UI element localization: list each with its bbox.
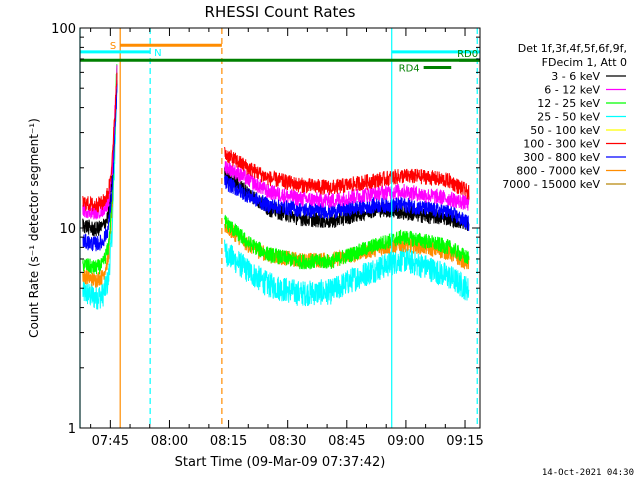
legend-label-4: 50 - 100 keV: [530, 124, 600, 137]
x-tick-label-4: 08:45: [328, 434, 365, 449]
x-tick-label-2: 08:15: [210, 434, 247, 449]
legend-label-7: 800 - 7000 keV: [516, 165, 600, 178]
series-5: [82, 72, 470, 213]
interval-bars-layer: S N RD0 RD4: [80, 41, 480, 74]
y-tick-label-2: 100: [51, 22, 76, 37]
series-1-line-1: [224, 161, 470, 211]
series-6-line-0: [82, 84, 118, 252]
series-2-line-1: [224, 214, 470, 270]
legend: Det 1f,3f,4f,5f,6f,9f,FDecim 1, Att 03 -…: [502, 42, 627, 191]
series-3-line-0: [82, 71, 118, 310]
x-tick-label-3: 08:30: [269, 434, 306, 449]
legend-header-0: Det 1f,3f,4f,5f,6f,9f,: [518, 42, 627, 55]
interval-bar-label-4: RD0: [457, 49, 478, 60]
x-tick-label-0: 07:45: [92, 434, 129, 449]
y-axis-title: Count Rate (s⁻¹ detector segment⁻¹): [27, 118, 41, 338]
interval-bar-label-0: S: [110, 41, 116, 52]
interval-bar-label-5: RD4: [399, 63, 420, 74]
y-tick-label-1: 10: [59, 222, 76, 237]
interval-bar-label-1: N: [154, 48, 161, 59]
series-2: [82, 64, 470, 275]
legend-label-2: 12 - 25 keV: [537, 97, 600, 110]
legend-header-1: FDecim 1, Att 0: [542, 56, 627, 69]
series-2-line-0: [82, 64, 118, 275]
y-tick-label-0: 1: [68, 422, 76, 437]
chart-title: RHESSI Count Rates: [205, 3, 356, 21]
series-3-line-1: [224, 239, 470, 307]
series-6: [82, 84, 470, 252]
series-layer: [82, 64, 470, 310]
legend-label-3: 25 - 50 keV: [537, 111, 600, 124]
legend-label-6: 300 - 800 keV: [523, 151, 600, 164]
x-tick-label-5: 09:00: [387, 434, 424, 449]
series-3: [82, 71, 470, 310]
x-tick-label-6: 09:15: [446, 434, 483, 449]
legend-label-1: 6 - 12 keV: [544, 84, 600, 97]
x-tick-label-1: 08:00: [151, 434, 188, 449]
series-5-line-0: [82, 72, 118, 213]
plot-timestamp: 14-Oct-2021 04:30: [541, 468, 634, 478]
legend-label-0: 3 - 6 keV: [551, 70, 600, 83]
series-5-line-1: [224, 147, 470, 200]
legend-label-8: 7000 - 15000 keV: [502, 178, 600, 191]
axes-layer: 1 10 100 07:45 08:00 08:15 08:30 08:45 09:00 09:1…: [51, 22, 484, 449]
series-6-line-1: [224, 175, 470, 231]
legend-label-5: 100 - 300 keV: [523, 138, 600, 151]
x-axis-title: Start Time (09-Mar-09 07:37:42): [175, 455, 386, 470]
